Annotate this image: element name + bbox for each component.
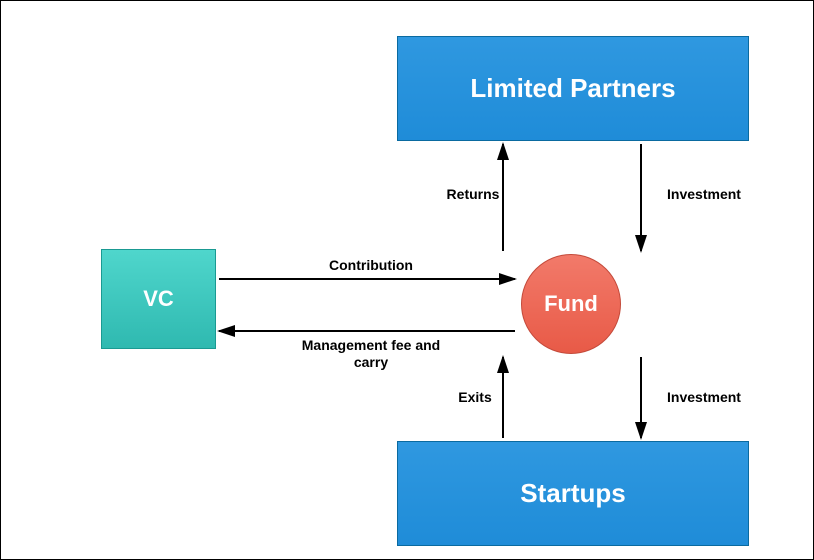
edge-label-contribution: Contribution xyxy=(301,257,441,274)
edge-label-returns: Returns xyxy=(433,186,513,203)
node-vc: VC xyxy=(101,249,216,349)
node-label: Startups xyxy=(520,478,625,509)
node-fund: Fund xyxy=(521,254,621,354)
node-startups: Startups xyxy=(397,441,749,546)
edge-label-lp-investment: Investment xyxy=(649,186,759,203)
edge-label-startups-investment: Investment xyxy=(649,389,759,406)
node-label: VC xyxy=(143,286,174,312)
node-label: Limited Partners xyxy=(470,73,675,104)
node-label: Fund xyxy=(544,291,598,317)
diagram-canvas: Limited Partners Startups VC Fund Contri… xyxy=(0,0,814,560)
edge-label-exits: Exits xyxy=(445,389,505,406)
edge-label-management-fee: Management fee and carry xyxy=(261,337,481,371)
node-limited-partners: Limited Partners xyxy=(397,36,749,141)
